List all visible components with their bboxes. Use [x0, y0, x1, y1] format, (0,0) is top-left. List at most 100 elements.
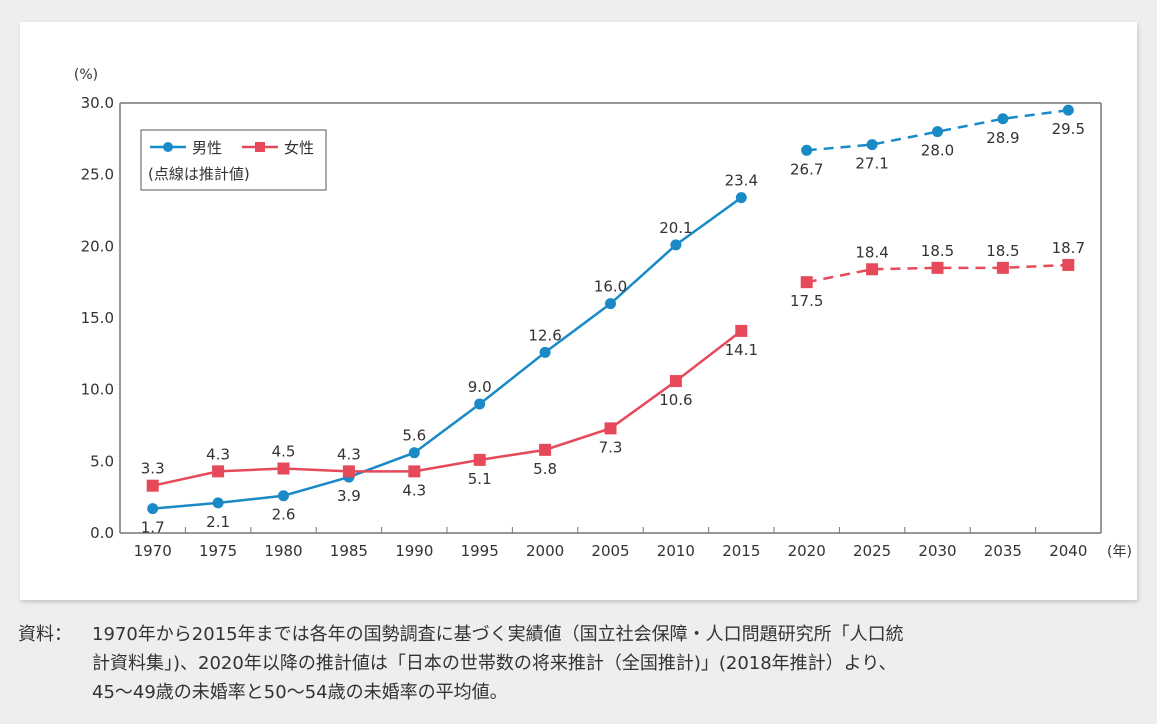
- male-data-label: 28.0: [921, 142, 954, 160]
- legend-male-label: 男性: [192, 139, 222, 157]
- chart-panel: 0.0 5.0 10.0 15.0 20.0 25.0 30.0 (%) 1970 1975 198…: [20, 22, 1137, 600]
- female-data-point: [212, 465, 225, 478]
- legend-male-marker: [163, 142, 173, 152]
- x-axis-unit: (年): [1107, 544, 1132, 560]
- male-data-label: 12.6: [528, 326, 561, 344]
- female-data-label: 4.3: [337, 445, 361, 463]
- x-tick-label: 2040: [1049, 542, 1087, 560]
- male-data-point: [605, 298, 616, 310]
- female-data-label: 4.5: [272, 443, 296, 461]
- line-chart: 0.0 5.0 10.0 15.0 20.0 25.0 30.0 (%) 1970 1975 198…: [74, 67, 1132, 560]
- male-data-label: 2.1: [206, 513, 230, 531]
- male-data-label: 3.9: [337, 487, 361, 505]
- male-data-label: 1.7: [141, 519, 165, 537]
- x-tick-label: 2030: [918, 542, 956, 560]
- male-data-label: 27.1: [855, 155, 888, 173]
- female-data-label: 18.4: [855, 243, 888, 261]
- legend-box: [140, 129, 327, 191]
- x-tick-label: 1975: [199, 542, 237, 560]
- y-tick-label: 30.0: [81, 94, 114, 112]
- male-data-point: [735, 192, 747, 204]
- x-tick-label: 2025: [853, 542, 891, 560]
- male-data-label: 26.7: [790, 160, 823, 178]
- female-data-point: [408, 465, 421, 478]
- female-data-label: 10.6: [659, 391, 692, 409]
- source-note-line: 1970年から2015年までは各年の国勢調査に基づく実績値（国立社会保障・人口問…: [92, 624, 904, 645]
- data-labels-layer: 1.7 2.1 2.6 3.9 5.6 9.0 12.6 16.0 20.1 23.4 26.7 27…: [141, 120, 1085, 536]
- y-tick-label: 20.0: [81, 237, 114, 255]
- male-data-label: 9.0: [468, 378, 492, 396]
- x-tick-label: 1990: [395, 542, 433, 560]
- male-data-point: [1062, 104, 1074, 116]
- female-data-label: 18.5: [921, 242, 954, 260]
- male-actual-line: [152, 196, 743, 510]
- x-tick-label: 1985: [330, 542, 368, 560]
- x-tick-label: 1980: [264, 542, 302, 560]
- legend: 男性 女性 (点線は推計値): [140, 129, 327, 191]
- male-data-point: [212, 497, 224, 509]
- x-tick-label: 2010: [657, 542, 695, 560]
- x-tick-label: 1995: [461, 542, 499, 560]
- y-tick-label: 0.0: [90, 524, 114, 542]
- male-data-label: 16.0: [594, 278, 627, 296]
- male-data-point: [866, 139, 878, 151]
- y-tick-label: 5.0: [90, 452, 114, 470]
- male-data-point: [801, 144, 813, 156]
- female-data-point: [866, 263, 879, 276]
- male-data-point: [997, 113, 1009, 125]
- x-tick-label: 2035: [984, 542, 1022, 560]
- female-data-label: 18.5: [986, 242, 1019, 260]
- male-data-label: 23.4: [725, 172, 758, 190]
- female-data-point: [473, 453, 486, 466]
- female-data-point: [669, 375, 682, 388]
- female-data-label: 4.3: [206, 445, 230, 463]
- y-tick-label: 10.0: [81, 381, 114, 399]
- female-data-label: 5.8: [533, 460, 557, 478]
- y-tick-label: 15.0: [81, 309, 114, 327]
- male-data-point: [408, 447, 420, 459]
- female-data-label: 3.3: [141, 460, 165, 478]
- male-projected-line: [806, 108, 1069, 152]
- legend-female-marker: [255, 142, 265, 152]
- male-data-point: [474, 398, 486, 410]
- female-data-label: 4.3: [402, 481, 426, 499]
- x-tick-label: 2020: [788, 542, 826, 560]
- female-data-point: [342, 465, 355, 478]
- male-data-label: 20.1: [659, 219, 692, 237]
- x-tick-label: 1970: [134, 542, 172, 560]
- source-note-line: 計資料集」)、2020年以降の推計値は「日本の世帯数の将来推計（全国推計)」(2…: [92, 653, 897, 674]
- male-data-point: [670, 239, 682, 251]
- source-note-head: 資料：: [18, 624, 72, 645]
- female-data-label: 5.1: [468, 470, 492, 488]
- male-data-point: [278, 490, 289, 502]
- x-tick-label: 2000: [526, 542, 564, 560]
- x-tick-label: 2015: [722, 542, 760, 560]
- source-note-line: 45〜49歳の未婚率と50〜54歳の未婚率の平均値。: [92, 682, 508, 703]
- male-data-point: [932, 126, 943, 138]
- x-tick-label: 2005: [591, 542, 629, 560]
- male-data-label: 29.5: [1052, 120, 1085, 138]
- female-data-label: 14.1: [725, 341, 758, 359]
- male-data-point: [539, 346, 551, 358]
- female-data-point: [604, 422, 617, 435]
- male-data-point: [147, 503, 159, 515]
- male-data-label: 2.6: [272, 506, 296, 524]
- male-data-label: 5.6: [402, 427, 426, 445]
- female-data-point: [146, 479, 159, 492]
- female-data-label: 7.3: [599, 438, 623, 456]
- source-note: 資料： 1970年から2015年までは各年の国勢調査に基づく実績値（国立社会保障…: [18, 620, 1138, 707]
- male-data-label: 28.9: [986, 129, 1019, 147]
- female-data-point: [931, 261, 944, 274]
- female-data-label: 18.7: [1052, 239, 1085, 257]
- female-data-point: [539, 443, 552, 456]
- female-data-point: [996, 261, 1009, 274]
- y-tick-label: 25.0: [81, 166, 114, 184]
- female-data-point: [735, 324, 748, 337]
- series-layer: [146, 104, 1075, 515]
- axes: 0.0 5.0 10.0 15.0 20.0 25.0 30.0 (%) 1970 1975 198…: [74, 67, 1132, 560]
- female-data-label: 17.5: [790, 292, 823, 310]
- legend-female-label: 女性: [284, 139, 314, 157]
- female-actual-line: [152, 329, 743, 487]
- legend-note: (点線は推計値): [148, 165, 250, 183]
- y-axis-unit: (%): [74, 67, 98, 83]
